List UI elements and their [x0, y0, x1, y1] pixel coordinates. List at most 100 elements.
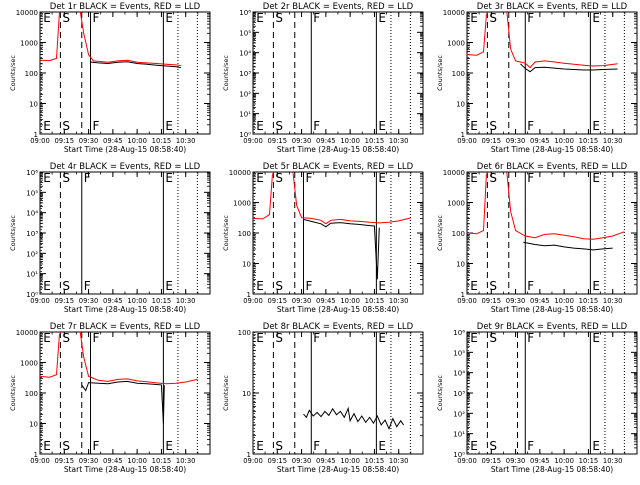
- x-tick-label: 10:30: [389, 457, 409, 465]
- x-tick-label: 10:00: [340, 137, 360, 145]
- x-tick-label: 09:30: [292, 457, 312, 465]
- marker-label-bottom: S: [489, 119, 497, 133]
- x-tick-label: 09:15: [481, 297, 501, 305]
- marker-label-top: S: [489, 331, 497, 345]
- plot-frame: [252, 331, 424, 455]
- y-tick-label: 100: [452, 230, 465, 238]
- marker-label-top: S: [489, 11, 497, 25]
- series-line-lld: [467, 12, 618, 69]
- panel-title: Det 8r BLACK = Events, RED = LLD: [263, 322, 414, 332]
- x-tick-label: 09:45: [316, 457, 336, 465]
- plot-frame: [39, 171, 211, 295]
- panel-det-5r: Det 5r BLACK = Events, RED = LLD 1 10 100 10…: [222, 162, 424, 314]
- marker-label-top: F: [527, 331, 534, 345]
- x-tick-label: 09:00: [243, 297, 263, 305]
- series-line-events: [303, 406, 405, 430]
- panel-title: Det 7r BLACK = Events, RED = LLD: [50, 322, 201, 332]
- y-tick-label: 10⁰: [239, 131, 251, 139]
- panel-title: Det 9r BLACK = Events, RED = LLD: [477, 322, 628, 332]
- x-axis-label: Start Time (28-Aug-15 08:58:40): [64, 465, 186, 474]
- y-tick-label: 10⁰: [26, 291, 38, 299]
- x-tick-label: 10:15: [152, 297, 172, 305]
- x-axis-label: Start Time (28-Aug-15 08:58:40): [277, 145, 399, 154]
- marker-label-top: S: [275, 11, 283, 25]
- y-tick-label: 10000: [16, 9, 38, 17]
- x-tick-label: 10:00: [554, 457, 574, 465]
- x-axis-label: Start Time (28-Aug-15 08:58:40): [491, 305, 613, 314]
- plot-frame: [466, 11, 638, 135]
- marker-label-bottom: E: [165, 119, 173, 133]
- y-tick-label: 10⁶: [26, 169, 38, 177]
- marker-label-bottom: F: [313, 119, 320, 133]
- marker-label-top: E: [378, 171, 386, 185]
- series-line-lld: [253, 172, 411, 225]
- series-line-events: [90, 61, 181, 69]
- y-axis-label: Counts/sec: [436, 215, 444, 251]
- y-tick-label: 10⁰: [453, 451, 465, 459]
- x-tick-label: 09:00: [30, 457, 50, 465]
- y-tick-label: 1: [247, 291, 251, 299]
- marker-label-top: F: [527, 11, 534, 25]
- x-axis-label: Start Time (28-Aug-15 08:58:40): [491, 465, 613, 474]
- x-tick-label: 09:45: [316, 137, 336, 145]
- panel-det-7r: Det 7r BLACK = Events, RED = LLD 1 10 100 10…: [9, 322, 211, 474]
- marker-label-bottom: S: [62, 279, 70, 293]
- x-tick-label: 09:45: [103, 297, 123, 305]
- marker-label-top: S: [275, 331, 283, 345]
- marker-label-top: S: [489, 171, 497, 185]
- y-tick-label: 1000: [20, 360, 38, 368]
- marker-label-top: S: [62, 171, 70, 185]
- y-tick-label: 100: [25, 390, 38, 398]
- marker-label-bottom: E: [165, 439, 173, 453]
- y-tick-label: 100: [238, 230, 251, 238]
- marker-label-top: E: [592, 11, 600, 25]
- marker-label-top: F: [93, 331, 100, 345]
- panel-det-8r: Det 8r BLACK = Events, RED = LLD 1 10 100 09…: [222, 322, 424, 474]
- y-tick-label: 10³: [26, 230, 38, 238]
- x-tick-label: 09:15: [267, 297, 287, 305]
- panel-title: Det 6r BLACK = Events, RED = LLD: [477, 162, 628, 172]
- y-axis-label: Counts/sec: [436, 55, 444, 91]
- x-tick-label: 09:30: [506, 137, 526, 145]
- y-tick-label: 100: [238, 329, 251, 337]
- marker-label-bottom: E: [43, 119, 51, 133]
- y-tick-label: 10: [29, 101, 38, 109]
- x-tick-label: 09:00: [30, 137, 50, 145]
- y-tick-label: 10: [456, 261, 465, 269]
- x-tick-label: 09:30: [506, 457, 526, 465]
- marker-label-bottom: S: [275, 119, 283, 133]
- panel-det-3r: Det 3r BLACK = Events, RED = LLD 1 10 100 10…: [436, 2, 638, 154]
- x-tick-label: 09:15: [267, 137, 287, 145]
- x-tick-label: 09:00: [457, 457, 477, 465]
- x-tick-label: 10:30: [176, 297, 196, 305]
- y-tick-label: 10²: [453, 410, 465, 418]
- marker-label-top: E: [592, 331, 600, 345]
- marker-label-top: F: [527, 171, 534, 185]
- x-tick-label: 10:15: [365, 457, 385, 465]
- x-tick-label: 10:15: [152, 457, 172, 465]
- y-tick-label: 10: [242, 390, 251, 398]
- x-tick-label: 09:00: [30, 297, 50, 305]
- y-tick-label: 1000: [233, 200, 251, 208]
- marker-label-top: E: [378, 331, 386, 345]
- plot-frame: [39, 331, 211, 455]
- marker-label-bottom: E: [256, 279, 264, 293]
- y-tick-label: 10⁴: [26, 210, 38, 218]
- marker-label-bottom: S: [275, 439, 283, 453]
- x-tick-label: 10:00: [340, 457, 360, 465]
- y-tick-label: 10⁵: [26, 189, 38, 197]
- x-axis-label: Start Time (28-Aug-15 08:58:40): [277, 465, 399, 474]
- x-axis-label: Start Time (28-Aug-15 08:58:40): [64, 305, 186, 314]
- y-tick-label: 10000: [229, 169, 251, 177]
- x-tick-label: 09:15: [54, 297, 74, 305]
- y-tick-label: 10⁶: [239, 9, 251, 17]
- x-tick-label: 10:15: [579, 457, 599, 465]
- x-tick-label: 10:15: [365, 137, 385, 145]
- marker-label-top: E: [165, 171, 173, 185]
- y-tick-label: 1: [34, 451, 38, 459]
- marker-label-bottom: E: [378, 279, 386, 293]
- x-tick-label: 09:30: [79, 457, 99, 465]
- x-tick-label: 09:15: [481, 137, 501, 145]
- x-tick-label: 09:45: [530, 457, 550, 465]
